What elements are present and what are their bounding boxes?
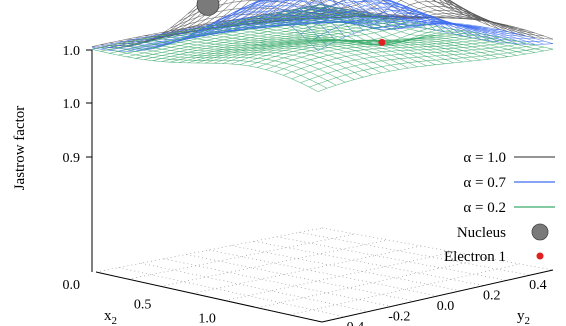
floor-grid-line [118,267,346,318]
surface-mesh-line [439,0,500,24]
z-tick-label: 1.0 [63,44,81,59]
surface-mesh-line [432,0,491,23]
surface-mesh-line [249,18,481,61]
y-axis-line [321,269,554,323]
surface-mesh-line [319,4,554,50]
surface-mesh-line [135,40,364,78]
surface-mesh-line [153,36,382,74]
surface-mesh-line [319,4,554,44]
surface-mesh-line [197,0,427,31]
surface-mesh-line [153,0,382,39]
y-tick-label: 0.2 [483,289,501,304]
surface-mesh-line [424,0,482,21]
z-tick-label: 1.0 [63,97,81,112]
surface-mesh-line [276,12,508,44]
surface-mesh-line [276,13,508,57]
y-tick-label: -0.2 [388,309,410,324]
surface-mesh-line [205,26,436,65]
legend: α = 1.0 α = 0.7 α = 0.2 Nucleus Electron… [444,150,555,265]
surface-mesh-line [100,5,328,50]
surface-mesh-line [214,24,445,65]
surface-mesh-line [170,33,400,70]
floor-grid-line [192,245,422,294]
surface-mesh-line [109,45,337,86]
surface-mesh-line [414,0,473,20]
surface-mesh-line [118,0,216,43]
surface-mesh-line [188,30,418,68]
surface-mesh-line [241,19,472,62]
floor-grid-line [128,233,356,280]
floor-grid-line [141,262,369,312]
surface-mesh-line [109,0,337,45]
surface-mesh-line [239,0,473,26]
y-axis-title: y2 [517,308,530,326]
legend-marker-nucleus [531,223,549,241]
surface-mesh-line [276,5,508,33]
surface-mesh-line [91,49,319,92]
legend-label-electron: Electron 1 [444,249,506,265]
surface-mesh-line [293,9,526,45]
surfaces [91,0,554,92]
tick-labels: 1.01.00.90.00.51.01.5-0.4-0.20.00.20.4 [63,44,547,326]
x-tick-label: 1.0 [198,312,216,326]
legend-label-alpha-1: α = 1.0 [463,150,506,166]
floor-grid-line [163,258,392,307]
y-tick-label: 0.0 [437,299,455,314]
surface-mesh-line [127,41,355,80]
floor-grid-line [208,249,438,297]
legend-marker-electron [536,252,544,260]
surface-mesh-line [162,35,391,72]
floor-grid [95,227,554,323]
surface-mesh-line [309,0,545,37]
floor-grid-line [225,251,455,301]
floor-grid-line [254,240,484,286]
surface-mesh-line [197,28,427,67]
surface-mesh-line [135,0,364,42]
markers [196,0,386,46]
y-tick-label: 0.4 [529,278,547,293]
surface-mesh-line [302,8,535,53]
floor-grid-line [186,254,415,302]
x-axis-title: x2 [104,308,117,326]
floor-grid-line [321,227,554,271]
y-tick-label: -0.4 [342,320,364,326]
floor-grid-line [160,239,389,287]
surface-mesh-line [293,9,526,55]
legend-label-alpha-07: α = 0.7 [463,175,506,191]
surface-mesh-line [284,11,517,56]
surface-mesh-line [232,21,463,63]
legend-label-nucleus: Nucleus [457,225,506,241]
surface-mesh-line [144,38,373,76]
surface-mesh-line [399,0,464,19]
surface-mesh-line [100,47,328,89]
axes [86,49,554,323]
legend-label-alpha-02: α = 0.2 [463,200,506,216]
surface-mesh-line [144,0,373,40]
z-tick-label: 0.0 [63,278,81,293]
x-axis-line [95,271,323,323]
surface-mesh-line [109,0,337,48]
x-tick-label: 0.5 [134,297,152,312]
surface-mesh-line [188,0,418,32]
electron-marker [378,38,386,46]
surface-mesh-line [311,6,545,52]
surface-2 [91,4,554,92]
z-tick-label: 0.9 [63,151,81,166]
surface-mesh-line [118,43,346,83]
nucleus-marker [196,0,220,16]
floor-grid-line [231,245,461,292]
surface-mesh-line [284,11,517,45]
surface-mesh-line [179,31,409,69]
z-axis-title: Jastrow factor [12,106,28,191]
surface-mesh-line [223,23,454,64]
surface-mesh-line [232,6,463,36]
surface-mesh-line [258,16,490,60]
floor-grid-line [289,263,521,316]
